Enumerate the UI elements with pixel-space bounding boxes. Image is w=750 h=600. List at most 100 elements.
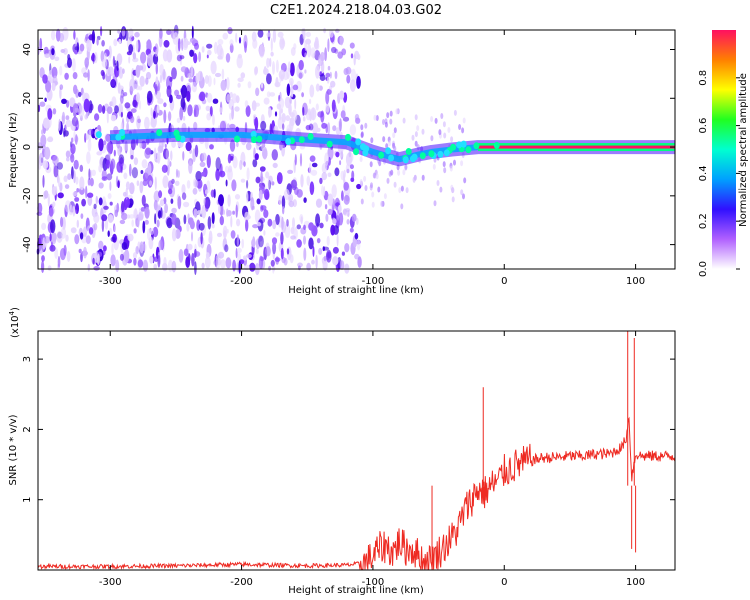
spectrogram-cell (65, 119, 72, 128)
spectrogram-cell (338, 212, 344, 226)
spectrogram-cell (137, 216, 140, 228)
snr-x-tick-label: -200 (230, 577, 253, 588)
spectrogram-cell (238, 37, 242, 44)
spectrogram-cell (265, 246, 271, 257)
spectrogram-cell (56, 162, 64, 170)
spectrogram-cell (78, 248, 82, 254)
spectrogram-cell (162, 49, 169, 62)
spectrogram-cell (145, 77, 149, 85)
spectrogram-cell (107, 66, 114, 77)
spectrogram-cell (402, 169, 406, 176)
spectrogram-cell (95, 195, 99, 205)
spectrogram-cell (113, 149, 116, 157)
spectrogram-cell (461, 127, 465, 134)
spectrogram-cell (79, 232, 84, 240)
spectrogram-cell (145, 71, 152, 80)
spectrogram-cell (349, 164, 354, 170)
spectrogram-ridge-blob (378, 151, 385, 159)
spectrogram-cell (308, 222, 314, 231)
spectrogram-cell (126, 122, 129, 132)
spectrogram-cell (44, 97, 47, 103)
spectrogram-cell (147, 228, 151, 241)
spectrogram-cell (134, 31, 140, 38)
spectrogram-cell (369, 161, 373, 168)
spectrogram-cell (222, 209, 225, 215)
spectrogram-cell (414, 140, 418, 147)
spectrogram-cell (80, 213, 84, 219)
spectrogram-carrier-core (477, 145, 675, 149)
spectrogram-cell (213, 188, 216, 199)
spectrogram-cell (154, 83, 158, 95)
spectrogram-cell (266, 73, 272, 85)
spectrogram-cell (47, 265, 52, 271)
spectrogram-cell (165, 148, 169, 160)
spectrogram-ridge-blob (493, 141, 500, 149)
spectrogram-cell (219, 203, 224, 216)
spectrogram-cell (142, 179, 148, 186)
spectrogram-cell (287, 169, 294, 174)
spectrogram-x-tick-label: -200 (230, 276, 253, 287)
spectrogram-cell (83, 246, 87, 259)
spectrogram-cell (79, 43, 85, 52)
spectrogram-cell (78, 105, 85, 118)
spectrogram-cell (375, 173, 379, 180)
colorbar: 0.0 0.2 0.4 0.6 0.8 Normalized spectral ampl… (698, 30, 749, 277)
spectrogram-cell (260, 204, 264, 212)
spectrogram-cell (178, 249, 184, 263)
spectrogram-cell (131, 167, 138, 179)
spectrogram-cell (204, 189, 208, 195)
spectrogram-cell (341, 190, 344, 201)
spectrogram-cell (356, 217, 359, 225)
spectrogram-cell (104, 219, 109, 230)
spectrogram-cell (188, 160, 193, 174)
spectrogram-cell (44, 146, 51, 160)
spectrogram-cell (243, 161, 246, 167)
spectrogram-cell (282, 123, 285, 131)
spectrogram-cell (349, 79, 356, 92)
spectrogram-cell (236, 234, 240, 247)
spectrogram-cell (194, 179, 199, 188)
spectrogram-cell (88, 227, 94, 235)
spectrogram-cell (177, 38, 181, 52)
spectrogram-cell (327, 38, 330, 52)
spectrogram-cell (187, 104, 193, 117)
spectrogram-cell (70, 227, 77, 234)
spectrogram-cell (216, 44, 223, 57)
spectrogram-cell (332, 218, 337, 225)
spectrogram-cell (349, 227, 354, 233)
spectrogram-cell (125, 181, 130, 190)
spectrogram-cell (281, 142, 286, 157)
spectrogram-ridge-blob (250, 130, 257, 138)
spectrogram-cell (258, 235, 264, 248)
spectrogram-cell (96, 253, 100, 265)
spectrogram-cell (254, 209, 261, 224)
spectrogram-cell (97, 104, 103, 113)
spectrogram-cell (70, 153, 75, 163)
spectrogram-cell (91, 169, 96, 176)
spectrogram-cell (364, 122, 368, 129)
spectrogram-cell (382, 119, 385, 125)
spectrogram-cell (272, 219, 277, 230)
spectrogram-cell (141, 63, 147, 72)
spectrogram-cell (98, 164, 103, 173)
spectrogram-cell (177, 170, 180, 178)
spectrogram-cell (154, 213, 157, 225)
spectrogram-cell (309, 98, 312, 105)
spectrogram-cell (125, 188, 128, 200)
spectrogram-cell (318, 54, 324, 67)
spectrogram-cell (180, 75, 184, 82)
spectrogram-cell (267, 177, 270, 191)
colorbar-tick-label: 0.4 (698, 165, 709, 181)
spectrogram-cell (348, 150, 352, 158)
spectrogram-cell (262, 148, 268, 159)
spectrogram-cell (66, 156, 70, 162)
spectrogram-cell (218, 251, 225, 259)
spectrogram-cell (320, 110, 325, 123)
spectrogram-cell (92, 53, 95, 65)
spectrogram-cell (158, 140, 164, 152)
spectrogram-cell (86, 38, 92, 53)
spectrogram-cell (103, 205, 109, 210)
spectrogram-cell (345, 66, 352, 75)
spectrogram-cell (433, 200, 437, 207)
spectrogram-frame (37, 29, 676, 270)
